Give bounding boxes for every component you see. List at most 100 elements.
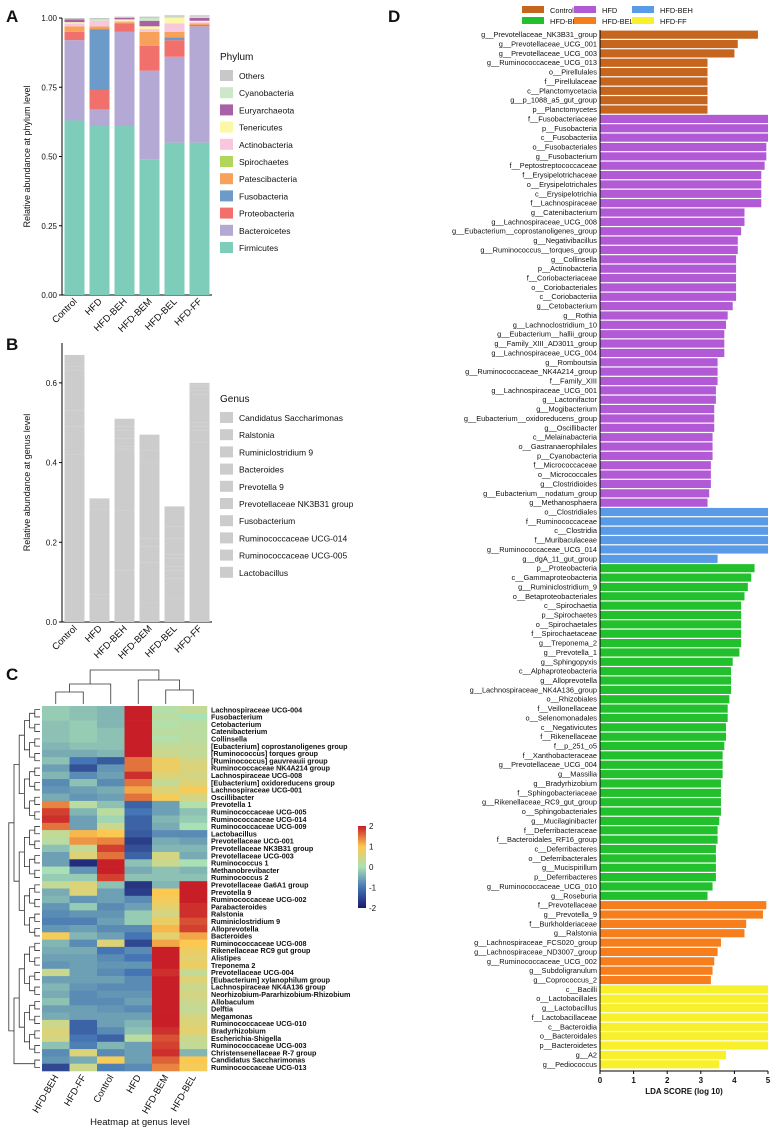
heatmap-row-label: Ruminococcaceae NK4A214 group bbox=[211, 764, 331, 773]
heatmap-cell bbox=[179, 786, 208, 794]
lda-feature-label: f__Coriobacteriaceae bbox=[527, 274, 597, 283]
heatmap-row-label: [Ruminococcus] torques group bbox=[211, 749, 319, 758]
bar-segment bbox=[164, 598, 185, 622]
heatmap-cell bbox=[42, 983, 70, 991]
heatmap-row-label: Ralstonia bbox=[211, 910, 244, 919]
heatmap-cell bbox=[179, 968, 208, 977]
lda-feature-label: g__Prevotellaceae_NK3B31_group bbox=[481, 30, 597, 39]
row-dendrogram-branch bbox=[23, 720, 30, 751]
bar-segment bbox=[89, 498, 110, 501]
heatmap-cell bbox=[42, 735, 70, 743]
bar-segment bbox=[164, 142, 185, 295]
lda-bar bbox=[600, 451, 713, 460]
bar-segment bbox=[89, 29, 110, 91]
heatmap-cell bbox=[152, 852, 180, 860]
heatmap-cell bbox=[179, 873, 208, 882]
row-dendrogram-branch bbox=[29, 712, 35, 729]
lda-bar bbox=[600, 283, 737, 292]
bar-segment bbox=[189, 384, 210, 387]
heatmap-cell bbox=[69, 903, 98, 911]
heatmap-cell bbox=[97, 968, 125, 977]
bar-segment bbox=[114, 19, 135, 21]
bar-segment bbox=[89, 504, 110, 509]
heatmap-cell bbox=[42, 917, 70, 926]
heatmap-cell bbox=[69, 1049, 98, 1057]
lda-feature-label: o__Rhizobiales bbox=[546, 695, 597, 704]
heatmap-cell bbox=[124, 706, 153, 714]
row-dendrogram-branch bbox=[34, 1059, 40, 1068]
heatmap-cell bbox=[69, 786, 98, 794]
legend-swatch bbox=[220, 87, 233, 99]
bar-segment bbox=[114, 18, 135, 20]
bar-segment bbox=[189, 26, 210, 143]
heatmap-row-label: Ruminococcaceae UCG-008 bbox=[211, 939, 306, 948]
lda-feature-label: c__Planctomycetacia bbox=[527, 86, 598, 95]
lda-bar bbox=[600, 788, 721, 797]
heatmap-cell bbox=[97, 1027, 125, 1035]
heatmap-row-label: Lachnospiraceae UCG-004 bbox=[211, 705, 302, 714]
heatmap-cell bbox=[69, 1034, 98, 1043]
row-dendrogram-branch bbox=[34, 709, 40, 718]
heatmap-cell bbox=[69, 1019, 98, 1028]
lda-feature-label: f__Deferribacteraceae bbox=[524, 826, 597, 835]
panel-c-heatmap: Lachnospiraceae UCG-004FusobacteriumCeto… bbox=[8, 669, 377, 1128]
heatmap-cell bbox=[42, 749, 70, 758]
heatmap-cell bbox=[42, 1034, 70, 1043]
lda-feature-label: g__Alloprevotella bbox=[540, 676, 598, 685]
heatmap-row-label: Collinsella bbox=[211, 735, 248, 744]
heatmap-cell bbox=[152, 866, 180, 875]
heatmap-cell bbox=[124, 932, 153, 940]
lda-feature-label: f__Lachnospiraceae bbox=[530, 199, 597, 208]
bar-segment bbox=[64, 120, 85, 296]
heatmap-cell bbox=[69, 1063, 98, 1072]
heatmap-cell bbox=[97, 998, 125, 1006]
bar-segment bbox=[189, 142, 210, 295]
lda-bar bbox=[600, 863, 716, 872]
lda-bar bbox=[600, 152, 767, 161]
lda-feature-label: f__Fusobacteriaceae bbox=[528, 114, 597, 123]
row-dendrogram-branch bbox=[34, 884, 40, 893]
bar-segment bbox=[64, 26, 85, 32]
bar-segment bbox=[64, 426, 85, 455]
lda-bar bbox=[600, 601, 742, 610]
heatmap-row-label: Prevotellaceae UCG-001 bbox=[211, 837, 294, 846]
legend-title: Phylum bbox=[220, 52, 253, 63]
bar-segment bbox=[64, 31, 85, 41]
lda-feature-label: g__Lachnospiraceae_UCG_004 bbox=[491, 348, 597, 357]
heatmap-cell bbox=[69, 815, 98, 824]
heatmap-cell bbox=[124, 808, 153, 816]
lda-bar bbox=[600, 105, 708, 114]
lda-feature-label: f__Peptostreptococcaceae bbox=[509, 161, 597, 170]
row-dendrogram-branch bbox=[34, 826, 40, 835]
lda-x-tick-label: 5 bbox=[766, 1076, 771, 1085]
bar-segment bbox=[114, 448, 135, 451]
heatmap-cell bbox=[69, 881, 98, 889]
lda-feature-label: g__Eubacterium__oxidoreducens_group bbox=[464, 414, 597, 423]
heatmap-cell bbox=[97, 866, 125, 875]
bar-segment bbox=[114, 16, 135, 18]
lda-bar bbox=[600, 39, 738, 49]
heatmap-cell bbox=[179, 1056, 208, 1064]
heatmap-cell bbox=[124, 1063, 153, 1072]
lda-bar bbox=[600, 854, 716, 863]
heatmap-row-label: Prevotella 1 bbox=[211, 800, 251, 809]
legend-swatch bbox=[220, 532, 233, 544]
heatmap-cell bbox=[42, 1019, 70, 1028]
heatmap-cell bbox=[69, 1005, 98, 1013]
heatmap-cell bbox=[179, 793, 208, 802]
lda-bar bbox=[600, 910, 763, 919]
lda-feature-label: f__Spirochaetaceae bbox=[531, 629, 597, 638]
lda-legend-label: HFD bbox=[602, 6, 617, 15]
legend-label: Lactobacillus bbox=[239, 568, 288, 578]
heatmap-cell bbox=[69, 808, 98, 816]
heatmap-cell bbox=[69, 946, 98, 955]
bar-segment bbox=[64, 18, 85, 20]
heatmap-cell bbox=[152, 910, 180, 918]
bar-segment bbox=[164, 18, 185, 24]
lda-bar bbox=[600, 292, 737, 301]
lda-feature-label: g__Lachnospiraceae_UCG_008 bbox=[491, 217, 597, 226]
lda-bar bbox=[600, 189, 762, 198]
heatmap-cell bbox=[42, 822, 70, 831]
heatmap-cell bbox=[42, 1056, 70, 1064]
heatmap-cell bbox=[179, 830, 208, 838]
